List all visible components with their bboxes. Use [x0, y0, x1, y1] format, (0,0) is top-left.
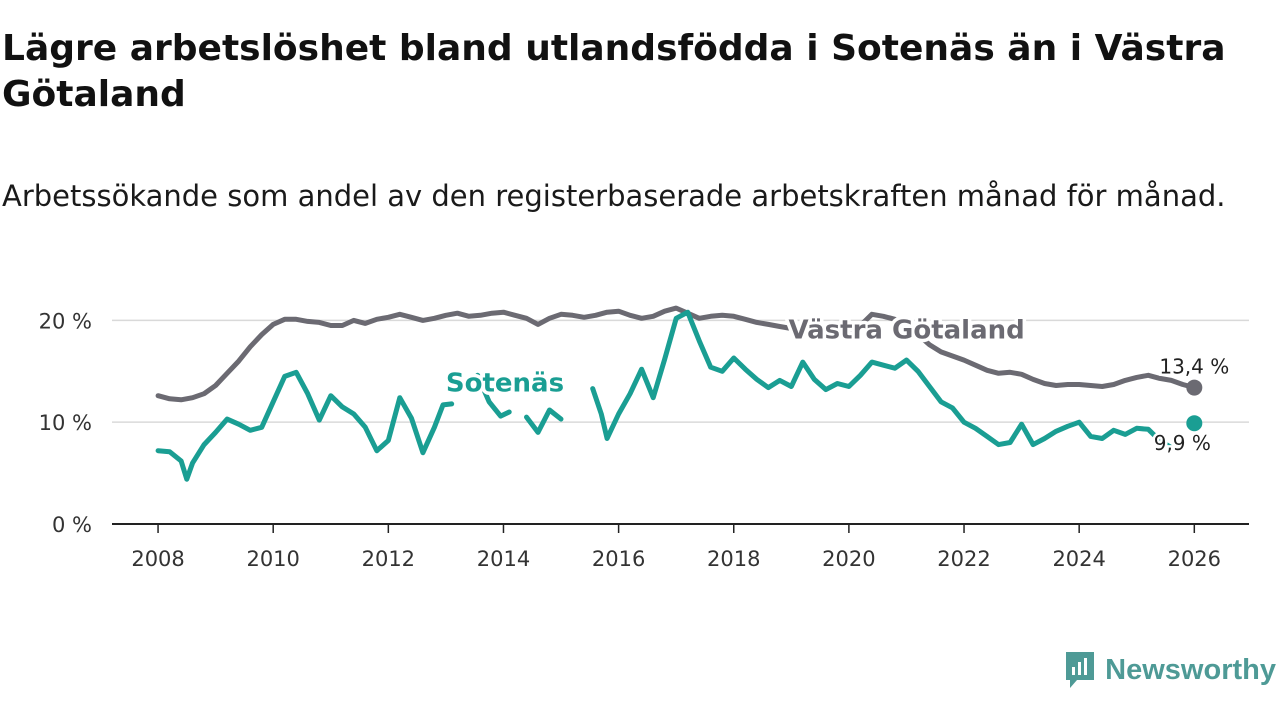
series-label-vastra-gotaland: Västra Götaland — [788, 316, 1024, 346]
chart-title: Lägre arbetslöshet bland utlandsfödda i … — [2, 28, 1226, 115]
series-line-vastra-gotaland — [155, 305, 1197, 403]
y-tick-label: 0 % — [52, 513, 92, 537]
series-line-sotenas — [590, 309, 1174, 451]
x-tick-label: 2008 — [131, 547, 184, 571]
y-tick-label: 10 % — [39, 411, 92, 435]
chart-subtitle: Arbetssökande som andel av den registerb… — [2, 179, 1226, 213]
y-tick-label: 20 % — [39, 309, 92, 333]
newsworthy-logo: Newsworthy — [1063, 650, 1276, 690]
x-tick-label: 2016 — [592, 547, 645, 571]
brand-name: Newsworthy — [1105, 653, 1276, 686]
x-tick-label: 2026 — [1168, 547, 1221, 571]
series-line-sotenas — [155, 369, 455, 482]
endpoint-sotenas — [1186, 415, 1203, 432]
end-value-label-vastra-gotaland: 13,4 % — [1159, 355, 1229, 379]
series-label-sotenas: Sotenäs — [446, 369, 564, 399]
x-tick-label: 2018 — [707, 547, 760, 571]
x-tick-label: 2024 — [1052, 547, 1105, 571]
end-value-label-sotenas: 9,9 % — [1154, 431, 1211, 455]
x-tick-label: 2010 — [246, 547, 299, 571]
x-tick-label: 2014 — [477, 547, 530, 571]
series-line-sotenas — [475, 372, 512, 419]
x-tick-label: 2020 — [822, 547, 875, 571]
x-tick-label: 2022 — [937, 547, 990, 571]
newsworthy-logo-icon — [1066, 652, 1095, 688]
series-line-sotenas — [524, 407, 564, 435]
x-tick-label: 2012 — [362, 547, 415, 571]
endpoint-vastra-gotaland — [1186, 379, 1203, 396]
